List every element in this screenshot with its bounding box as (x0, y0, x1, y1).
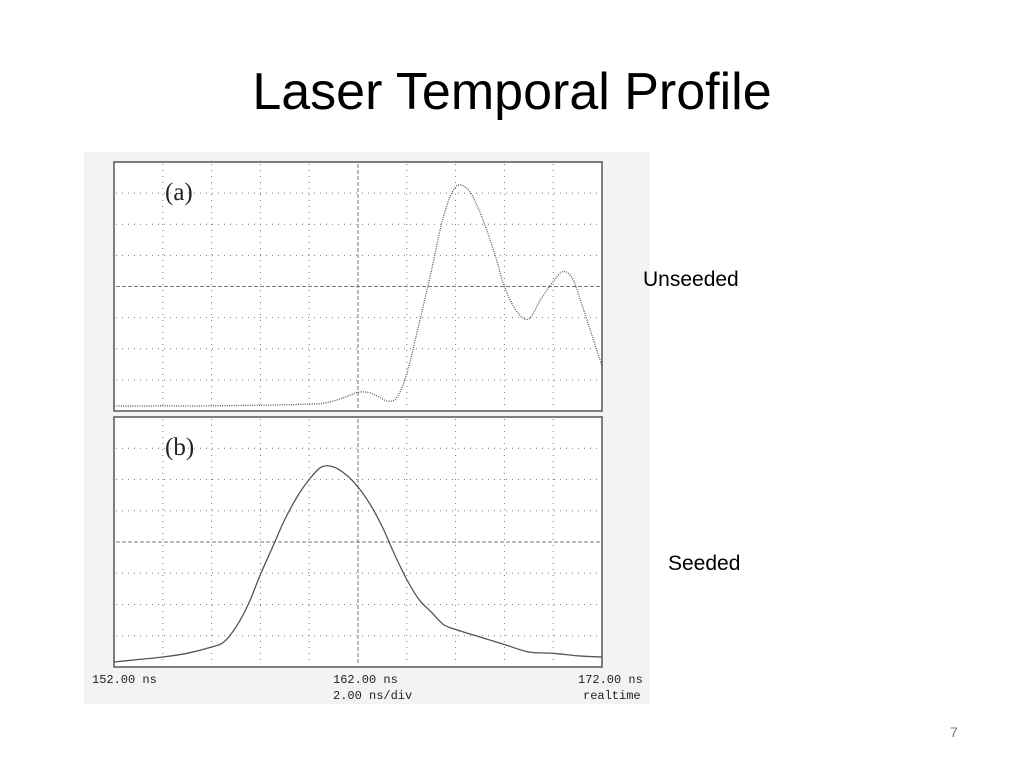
time-scale-label: 2.00 ns/div (333, 689, 412, 703)
panel-a-trace (113, 184, 603, 407)
page-number: 7 (950, 724, 958, 740)
unseeded-label: Unseeded (643, 268, 739, 291)
x-tick-label-start: 152.00 ns (92, 673, 157, 687)
panel-b: (b) (113, 416, 603, 668)
panel-a: (a) (113, 161, 603, 412)
panel-a-grid (116, 164, 600, 409)
seeded-label: Seeded (668, 552, 741, 575)
acquisition-mode-label: realtime (583, 689, 641, 703)
slide-title: Laser Temporal Profile (252, 63, 772, 121)
panel-b-trace (113, 465, 603, 663)
panel-a-tag: (a) (165, 179, 193, 206)
x-tick-label-end: 172.00 ns (578, 673, 643, 687)
scope-readout: 152.00 ns 162.00 ns 172.00 ns 2.00 ns/di… (92, 673, 643, 703)
panel-b-tag: (b) (165, 434, 194, 461)
panel-b-grid (116, 419, 600, 665)
x-tick-label-center: 162.00 ns (333, 673, 398, 687)
